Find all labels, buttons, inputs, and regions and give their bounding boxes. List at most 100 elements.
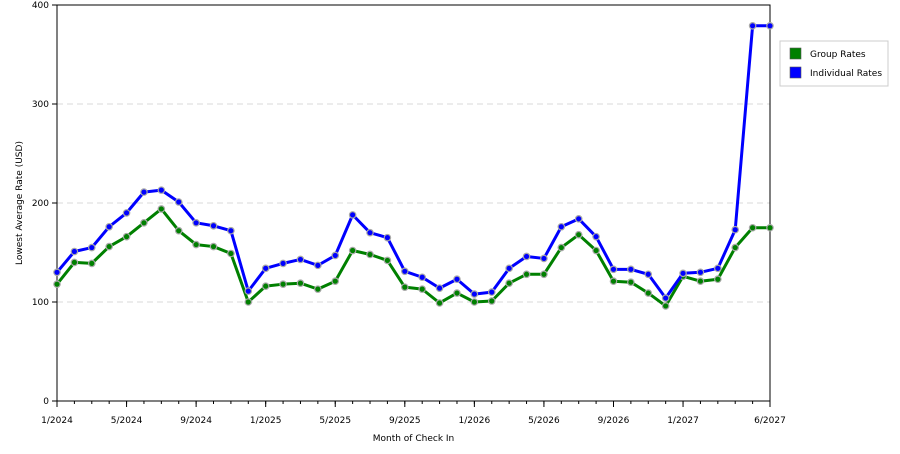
data-point — [627, 265, 635, 274]
x-tick-label: 9/2025 — [389, 416, 421, 426]
series-line — [55, 24, 770, 300]
data-point — [314, 261, 322, 270]
data-point — [383, 256, 392, 265]
data-point — [592, 232, 600, 241]
series-1 — [53, 21, 774, 302]
data-point — [87, 259, 96, 268]
data-point — [53, 268, 61, 277]
data-point — [122, 209, 131, 217]
data-point — [244, 287, 253, 295]
series-line — [55, 207, 770, 308]
data-point — [505, 264, 513, 273]
data-point — [105, 222, 113, 231]
data-point — [70, 247, 79, 256]
data-point — [679, 269, 687, 278]
data-point — [140, 188, 148, 196]
legend-swatch — [789, 47, 802, 60]
data-point — [522, 270, 531, 279]
data-point — [87, 243, 96, 252]
data-point — [487, 297, 496, 305]
x-tick-label: 1/2025 — [250, 416, 282, 426]
data-point — [748, 223, 757, 232]
x-tick-label: 1/2024 — [41, 416, 73, 426]
y-tick-label: 400 — [32, 1, 49, 11]
y-tick-label: 200 — [32, 199, 49, 209]
data-point — [140, 219, 148, 227]
data-point — [261, 264, 270, 273]
data-point — [122, 232, 131, 241]
data-point — [366, 250, 374, 259]
data-point — [401, 267, 409, 276]
data-point — [574, 215, 583, 223]
data-point — [435, 299, 444, 307]
data-point — [609, 265, 618, 274]
data-point — [574, 230, 583, 239]
data-point — [348, 246, 357, 255]
data-point — [453, 275, 461, 284]
data-point — [383, 233, 392, 242]
data-point — [105, 242, 113, 251]
data-point — [244, 298, 253, 306]
data-point — [696, 277, 705, 286]
data-point — [314, 285, 322, 293]
data-point — [192, 240, 200, 249]
x-tick-label: 5/2024 — [111, 416, 143, 426]
data-point — [418, 273, 426, 282]
data-point — [296, 255, 305, 264]
data-point — [487, 288, 496, 296]
data-point — [418, 285, 426, 293]
y-axis-title: Lowest Average Rate (USD) — [15, 141, 25, 265]
legend-label: Group Rates — [810, 50, 866, 60]
data-point — [557, 222, 566, 231]
data-point — [227, 226, 235, 235]
data-point — [209, 242, 218, 251]
data-point — [731, 243, 740, 252]
data-point — [174, 198, 183, 206]
data-point — [661, 302, 670, 310]
data-point — [366, 228, 374, 237]
data-point — [453, 289, 461, 297]
data-point — [331, 251, 340, 260]
data-point — [53, 280, 61, 288]
plot-border — [56, 4, 771, 402]
y-tick-label: 100 — [32, 298, 49, 308]
y-tick-label: 0 — [43, 397, 49, 407]
x-tick-label: 9/2026 — [598, 416, 630, 426]
data-point — [714, 275, 722, 284]
data-point — [609, 277, 618, 286]
data-point — [279, 280, 287, 288]
data-point — [627, 278, 635, 287]
data-point — [592, 246, 600, 255]
data-point — [192, 219, 200, 227]
grid-lines — [57, 103, 770, 303]
data-point — [766, 223, 774, 232]
data-point — [540, 254, 548, 263]
data-point — [435, 284, 444, 292]
data-point — [696, 268, 705, 277]
data-point — [470, 298, 479, 306]
data-point — [714, 264, 722, 273]
data-point — [644, 270, 653, 279]
data-point — [644, 289, 653, 297]
data-point — [70, 258, 79, 267]
data-point — [227, 249, 235, 258]
data-point — [766, 21, 774, 30]
legend-label: Individual Rates — [810, 69, 882, 79]
data-point — [731, 225, 740, 234]
data-point — [505, 279, 513, 287]
x-tick-label: 1/2026 — [459, 416, 491, 426]
y-tick-label: 300 — [32, 100, 49, 110]
data-point — [157, 186, 166, 194]
data-point — [348, 211, 357, 219]
x-tick-label: 5/2025 — [319, 416, 351, 426]
x-axis-title: Month of Check In — [373, 434, 455, 444]
data-point — [748, 21, 757, 30]
data-point — [401, 283, 409, 291]
data-point — [540, 270, 548, 279]
data-point — [661, 294, 670, 302]
data-point — [522, 252, 531, 261]
x-tick-label: 1/2027 — [667, 416, 699, 426]
series-0 — [53, 205, 774, 310]
